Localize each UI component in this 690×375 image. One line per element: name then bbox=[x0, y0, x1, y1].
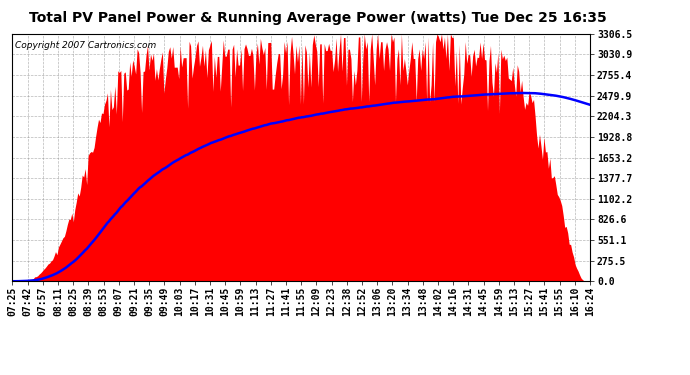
Text: Copyright 2007 Cartronics.com: Copyright 2007 Cartronics.com bbox=[15, 41, 157, 50]
Text: Total PV Panel Power & Running Average Power (watts) Tue Dec 25 16:35: Total PV Panel Power & Running Average P… bbox=[28, 11, 607, 25]
